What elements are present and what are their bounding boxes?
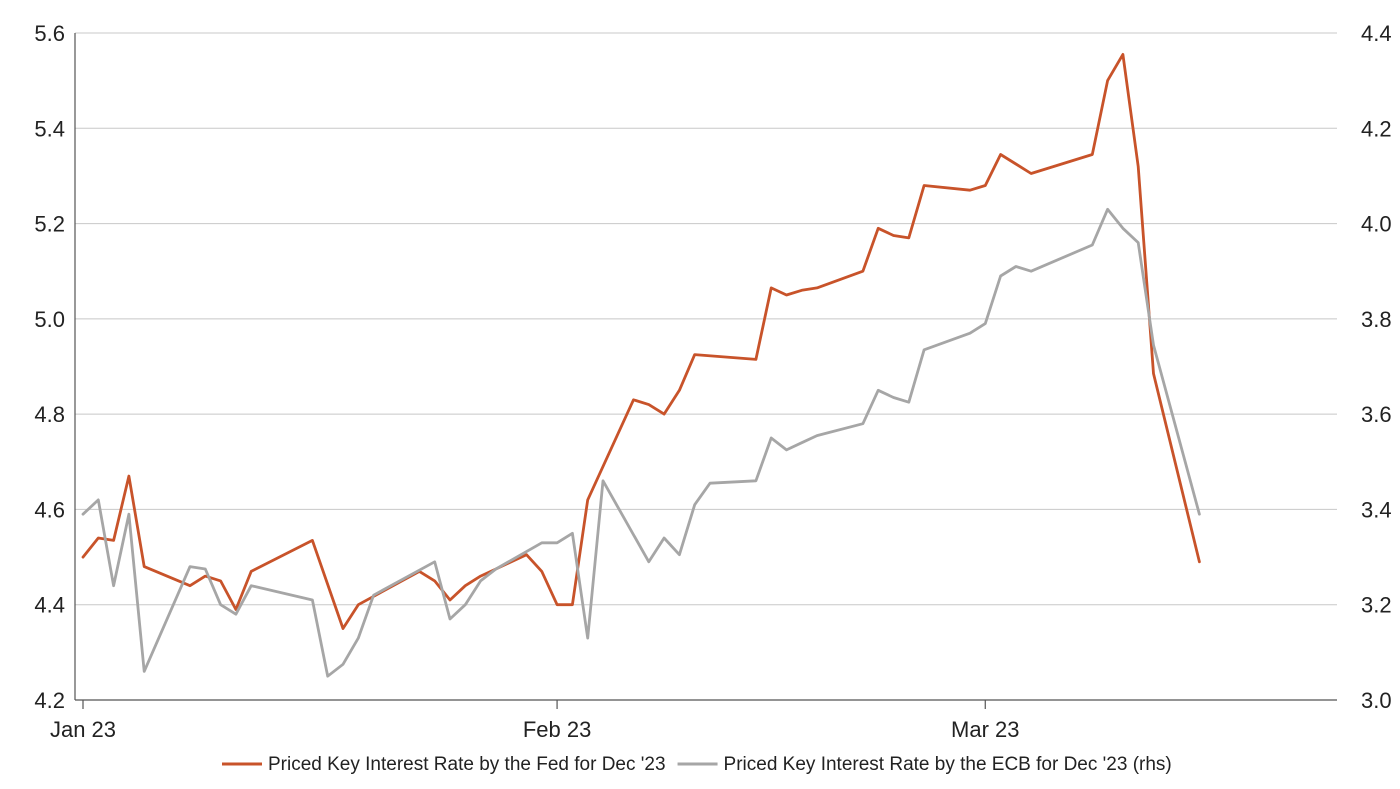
ecb-series-line <box>81 207 1201 678</box>
right-y-tick-label: 3.8 <box>1361 307 1392 332</box>
left-y-tick-label: 4.4 <box>34 593 65 618</box>
legend-label-ecb: Priced Key Interest Rate by the ECB for … <box>724 754 1172 775</box>
left-y-tick-label: 4.6 <box>34 497 65 522</box>
right-y-tick-label: 4.2 <box>1361 116 1392 141</box>
left-y-tick-label: 4.8 <box>34 402 65 427</box>
axes <box>74 33 1337 709</box>
x-tick-label: Feb 23 <box>523 717 592 742</box>
left-y-tick-label: 4.2 <box>34 688 65 713</box>
right-y-tick-label: 3.6 <box>1361 402 1392 427</box>
legend: Priced Key Interest Rate by the Fed for … <box>222 754 1172 775</box>
right-y-tick-label: 3.4 <box>1361 497 1392 522</box>
fed-series-line <box>81 53 1201 630</box>
left-y-axis-tick-labels: 4.2 4.4 4.6 4.8 5.0 5.2 5.4 5.6 <box>34 21 65 713</box>
grid-lines <box>75 32 1337 606</box>
right-y-axis-tick-labels: 3.0 3.2 3.4 3.6 3.8 4.0 4.2 4.4 <box>1361 21 1392 713</box>
left-y-tick-label: 5.4 <box>34 116 65 141</box>
right-y-tick-label: 3.2 <box>1361 593 1392 618</box>
left-y-tick-label: 5.2 <box>34 212 65 237</box>
x-tick-label: Jan 23 <box>50 717 116 742</box>
series-lines <box>81 53 1201 678</box>
left-y-tick-label: 5.6 <box>34 21 65 46</box>
left-y-tick-label: 5.0 <box>34 307 65 332</box>
right-y-tick-label: 3.0 <box>1361 688 1392 713</box>
x-tick-label: Mar 23 <box>951 717 1019 742</box>
legend-label-fed: Priced Key Interest Rate by the Fed for … <box>268 754 666 775</box>
right-y-tick-label: 4.4 <box>1361 21 1392 46</box>
x-axis-tick-labels: Jan 23 Feb 23 Mar 23 <box>50 717 1020 742</box>
right-y-tick-label: 4.0 <box>1361 212 1392 237</box>
